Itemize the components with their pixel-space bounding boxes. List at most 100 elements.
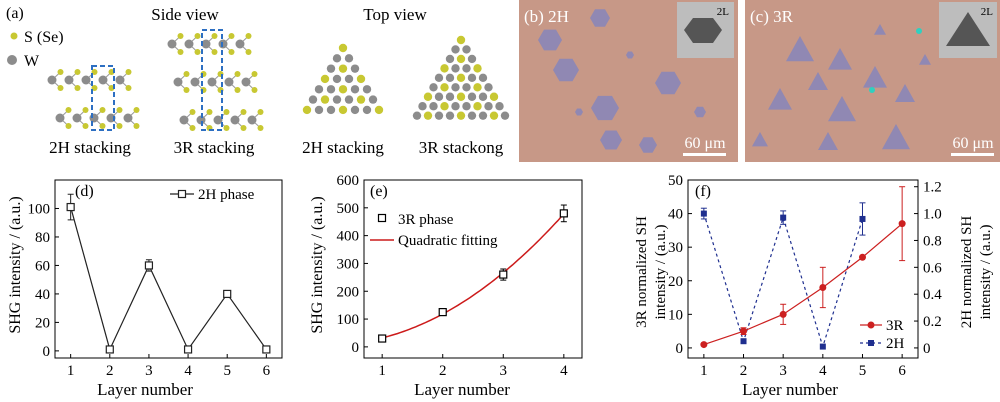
atom	[495, 102, 504, 111]
data-point-2h	[859, 215, 866, 222]
y-tick-label: 0	[676, 341, 684, 357]
w-atom	[89, 113, 99, 123]
flake	[655, 71, 681, 95]
atom	[478, 73, 488, 83]
atom	[440, 102, 449, 111]
flake	[828, 48, 852, 70]
flake	[553, 58, 579, 82]
s-atom	[82, 123, 89, 129]
x-tick-label: 3	[145, 363, 153, 379]
atom	[445, 73, 455, 83]
atom	[445, 92, 455, 101]
x-tick-label: 5	[223, 363, 231, 379]
atom	[308, 95, 318, 104]
w-atom	[235, 39, 245, 49]
scale-bar-c	[951, 153, 994, 156]
data-point	[105, 345, 114, 354]
chart-d: (d) Layer number SHG intensity / (a.u.) …	[7, 179, 283, 399]
x-tick-label: 6	[263, 363, 271, 379]
atom	[412, 111, 422, 120]
panel-a-letter: (a)	[6, 5, 24, 22]
y-tick-label: 0	[352, 340, 360, 356]
data-point	[499, 270, 508, 279]
triangle-icon	[946, 12, 990, 46]
w-atom	[115, 75, 125, 85]
s-atom	[228, 49, 235, 55]
s-atom	[228, 33, 235, 39]
atom	[484, 83, 493, 92]
panel-c: 2L (c) 3R 60 μm	[745, 0, 1000, 162]
inset-2h-label: 2L	[717, 6, 730, 18]
w-atom-legend-icon	[7, 55, 17, 65]
atom	[362, 105, 372, 115]
atom	[451, 64, 460, 73]
atom	[332, 54, 342, 63]
s-atom	[189, 125, 196, 131]
atom	[462, 102, 471, 111]
series-2h-line	[703, 213, 864, 349]
atom	[368, 95, 378, 104]
s-atom	[133, 123, 140, 129]
data-point	[144, 261, 154, 270]
chart-f-xlabel: Layer number	[742, 380, 838, 399]
w-atom	[190, 77, 200, 87]
atom	[332, 95, 342, 104]
flake	[752, 132, 768, 147]
s-atom	[177, 49, 184, 55]
side-view-title: Side view	[151, 5, 219, 24]
s-atom	[240, 125, 247, 131]
atom	[451, 45, 460, 54]
triangular-flakes	[752, 24, 931, 150]
flake	[575, 108, 583, 116]
s-atom	[116, 107, 123, 113]
plot-frame	[687, 179, 919, 359]
y2-tick-label: 1.0	[923, 207, 942, 223]
y-tick-label: 100	[28, 201, 51, 217]
atom	[302, 105, 312, 115]
crystal-structures	[47, 29, 510, 131]
flake	[818, 132, 838, 150]
atom	[344, 74, 354, 84]
atom	[478, 111, 488, 120]
y2-tick-label: 1.2	[923, 180, 942, 196]
chart-f-ylabel-2: intensity / (a.u.)	[653, 225, 669, 320]
w-atom	[230, 115, 240, 125]
chart-e-ylabel: SHG intensity / (a.u.)	[309, 196, 326, 333]
s-atom	[234, 71, 241, 77]
atom	[456, 73, 466, 83]
atom	[445, 54, 455, 64]
y-tick-label: 0	[43, 344, 51, 360]
y-tick-label: 40	[35, 287, 50, 303]
legend-marker	[377, 213, 387, 223]
label-3r-side: 3R stacking	[174, 138, 255, 157]
s-atom	[99, 123, 106, 129]
s-atom	[240, 109, 247, 115]
legend-marker-3r	[867, 321, 875, 329]
atom	[418, 102, 427, 111]
y-tick-label: 40	[668, 207, 683, 223]
s-atom	[82, 107, 89, 113]
data-point	[183, 345, 193, 354]
legend-marker-2h	[868, 340, 874, 346]
y-tick-label: 10	[668, 307, 683, 323]
y-tick-label: 20	[668, 274, 683, 290]
w-atom	[224, 77, 234, 87]
data-point-3r	[740, 327, 748, 335]
flake	[808, 72, 828, 90]
s-atom	[125, 85, 132, 91]
flake	[895, 84, 915, 102]
atom	[434, 73, 444, 83]
s-atom	[211, 49, 218, 55]
w-atom	[98, 75, 108, 85]
data-point-2h	[700, 210, 707, 217]
chart-d-ylabel: SHG intensity / (a.u.)	[7, 196, 24, 333]
data-point-3r	[700, 341, 708, 349]
x-tick-label: 1	[700, 363, 708, 379]
series-line	[70, 206, 267, 352]
flake	[600, 130, 622, 150]
x-tick-label: 2	[740, 363, 748, 379]
w-atom	[123, 113, 133, 123]
s-atom	[65, 123, 72, 129]
scale-bar-b	[683, 153, 726, 156]
atom	[451, 83, 460, 92]
